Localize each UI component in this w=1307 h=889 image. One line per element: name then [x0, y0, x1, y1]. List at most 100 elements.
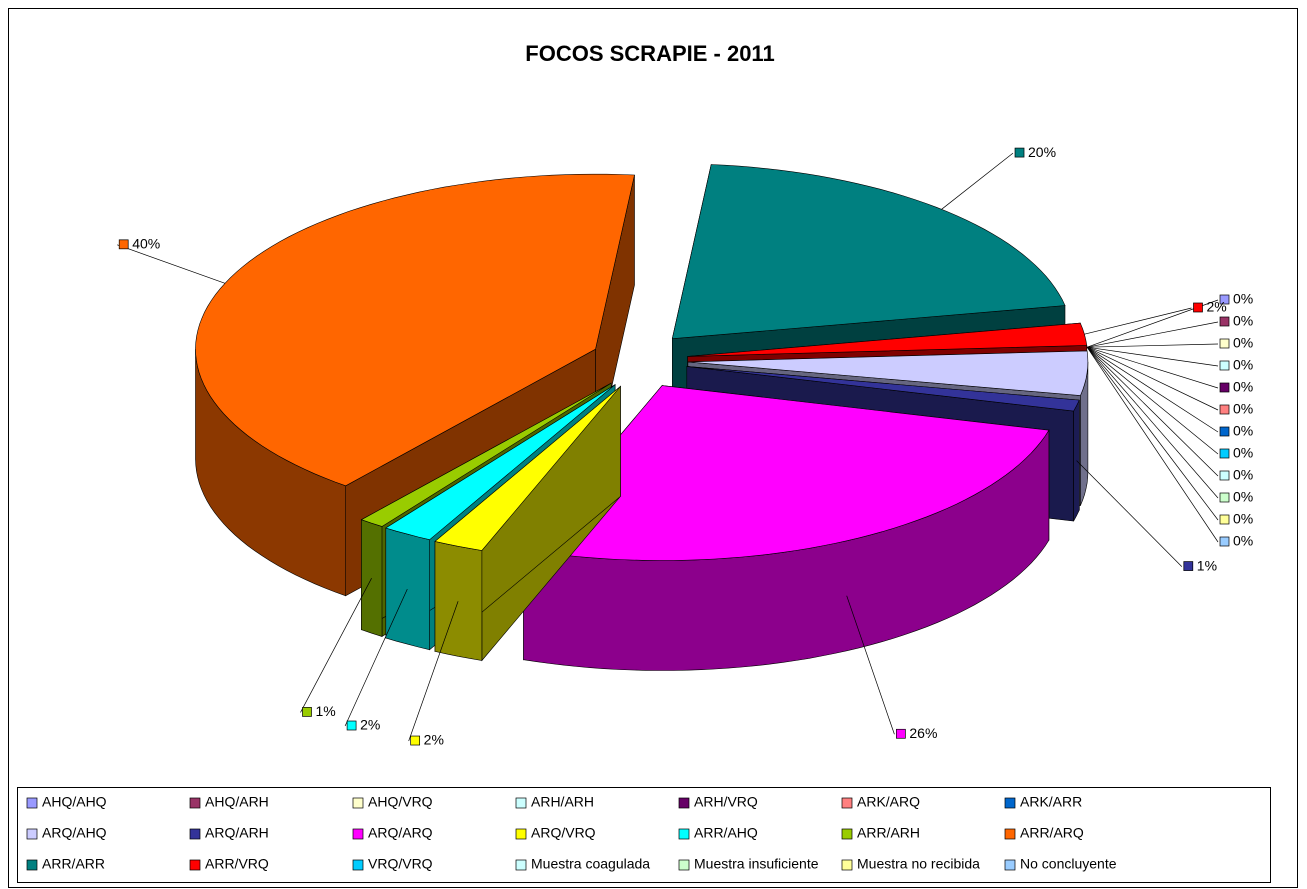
data-label: 40%	[132, 236, 160, 252]
data-label: 0%	[1233, 313, 1253, 329]
legend-label: AHQ/AHQ	[42, 794, 107, 810]
legend-label: ARR/ARH	[857, 825, 920, 841]
legend-swatch	[352, 828, 364, 840]
label-key	[1219, 338, 1230, 349]
legend-swatch	[189, 797, 201, 809]
leader-line	[941, 152, 1014, 210]
data-label: 1%	[315, 703, 335, 719]
legend-swatch	[515, 859, 527, 871]
legend-swatch	[26, 797, 38, 809]
legend-label: Muestra coagulada	[531, 856, 650, 872]
data-label: 0%	[1233, 379, 1253, 395]
legend-swatch	[26, 828, 38, 840]
leader-line	[1086, 346, 1219, 521]
legend-label: ARH/ARH	[531, 794, 594, 810]
slice	[671, 164, 1066, 340]
label-key	[1219, 404, 1230, 415]
leader-line	[846, 595, 895, 735]
leader-line	[1076, 460, 1183, 567]
legend: AHQ/AHQ AHQ/ARH AHQ/VRQ ARH/ARH ARH/VRQ ARK/A…	[26, 794, 1117, 872]
data-label: 0%	[1233, 489, 1253, 505]
label-key	[346, 720, 357, 731]
data-label: 0%	[1233, 511, 1253, 527]
label-key	[1219, 294, 1230, 305]
leader-line	[1086, 346, 1219, 477]
data-label: 0%	[1233, 533, 1253, 549]
legend-swatch	[678, 859, 690, 871]
pie	[195, 164, 1089, 671]
legend-swatch	[189, 828, 201, 840]
legend-label: ARQ/ARH	[205, 825, 269, 841]
slice	[686, 366, 1080, 412]
label-key	[1219, 448, 1230, 459]
leader-line	[408, 601, 459, 742]
chart-title: FOCOS SCRAPIE - 2011	[525, 41, 774, 66]
label-key	[896, 728, 906, 739]
leader-line	[1086, 346, 1219, 389]
label-key	[1014, 147, 1025, 158]
legend-swatch	[841, 828, 853, 840]
data-label: 0%	[1233, 291, 1253, 307]
label-key	[1193, 302, 1203, 313]
leader-line	[1086, 347, 1219, 543]
data-label: 0%	[1233, 423, 1253, 439]
data-label: 2%	[360, 717, 380, 733]
legend-label: Muestra insuficiente	[694, 856, 819, 872]
label-key	[1219, 426, 1230, 437]
data-label: 0%	[1233, 335, 1253, 351]
legend-swatch	[189, 859, 201, 871]
legend-label: AHQ/ARH	[205, 794, 269, 810]
leader-line	[117, 244, 226, 284]
leader-line	[1086, 346, 1219, 499]
label-key	[1219, 536, 1230, 547]
legend-label: ARK/ARR	[1020, 794, 1082, 810]
leader-line	[1084, 307, 1192, 335]
legend-label: AHQ/VRQ	[368, 794, 433, 810]
legend-label: ARH/VRQ	[694, 794, 758, 810]
data-label: 26%	[909, 725, 937, 741]
legend-swatch	[1004, 797, 1016, 809]
legend-swatch	[841, 859, 853, 871]
legend-swatch	[678, 828, 690, 840]
legend-label: Muestra no recibida	[857, 856, 980, 872]
legend-box	[17, 787, 1271, 883]
slice	[434, 386, 621, 551]
legend-swatch	[352, 797, 364, 809]
label-key	[410, 735, 421, 746]
legend-label: VRQ/VRQ	[368, 856, 433, 872]
data-label: 0%	[1233, 357, 1253, 373]
label-key	[1219, 316, 1230, 327]
label-key	[118, 239, 129, 250]
data-label: 0%	[1233, 401, 1253, 417]
legend-swatch	[678, 797, 690, 809]
legend-swatch	[1004, 828, 1016, 840]
legend-label: No concluyente	[1020, 856, 1117, 872]
legend-swatch	[1004, 859, 1016, 871]
label-key	[1183, 561, 1194, 571]
data-label: 2%	[424, 732, 444, 748]
slice	[385, 384, 616, 541]
label-key	[1219, 492, 1230, 503]
legend-swatch	[352, 859, 364, 871]
legend-swatch	[515, 828, 527, 840]
leader-line	[300, 578, 372, 713]
data-label: 1%	[1197, 557, 1217, 573]
label-key	[1219, 470, 1230, 481]
slice-wall	[361, 519, 383, 637]
leader-line	[1086, 346, 1219, 411]
label-key	[302, 707, 312, 717]
data-label: 2%	[1206, 299, 1226, 315]
legend-label: ARK/ARQ	[857, 794, 920, 810]
legend-label: ARR/ARQ	[1020, 825, 1084, 841]
legend-label: ARR/ARR	[42, 856, 105, 872]
legend-swatch	[515, 797, 527, 809]
label-key	[1219, 360, 1230, 371]
slice-wall	[1073, 399, 1080, 522]
label-key	[1219, 514, 1230, 525]
legend-label: ARQ/ARQ	[368, 825, 433, 841]
legend-label: ARQ/VRQ	[531, 825, 596, 841]
slice	[522, 385, 1050, 561]
leader-line	[1086, 346, 1219, 433]
slice	[360, 382, 612, 527]
